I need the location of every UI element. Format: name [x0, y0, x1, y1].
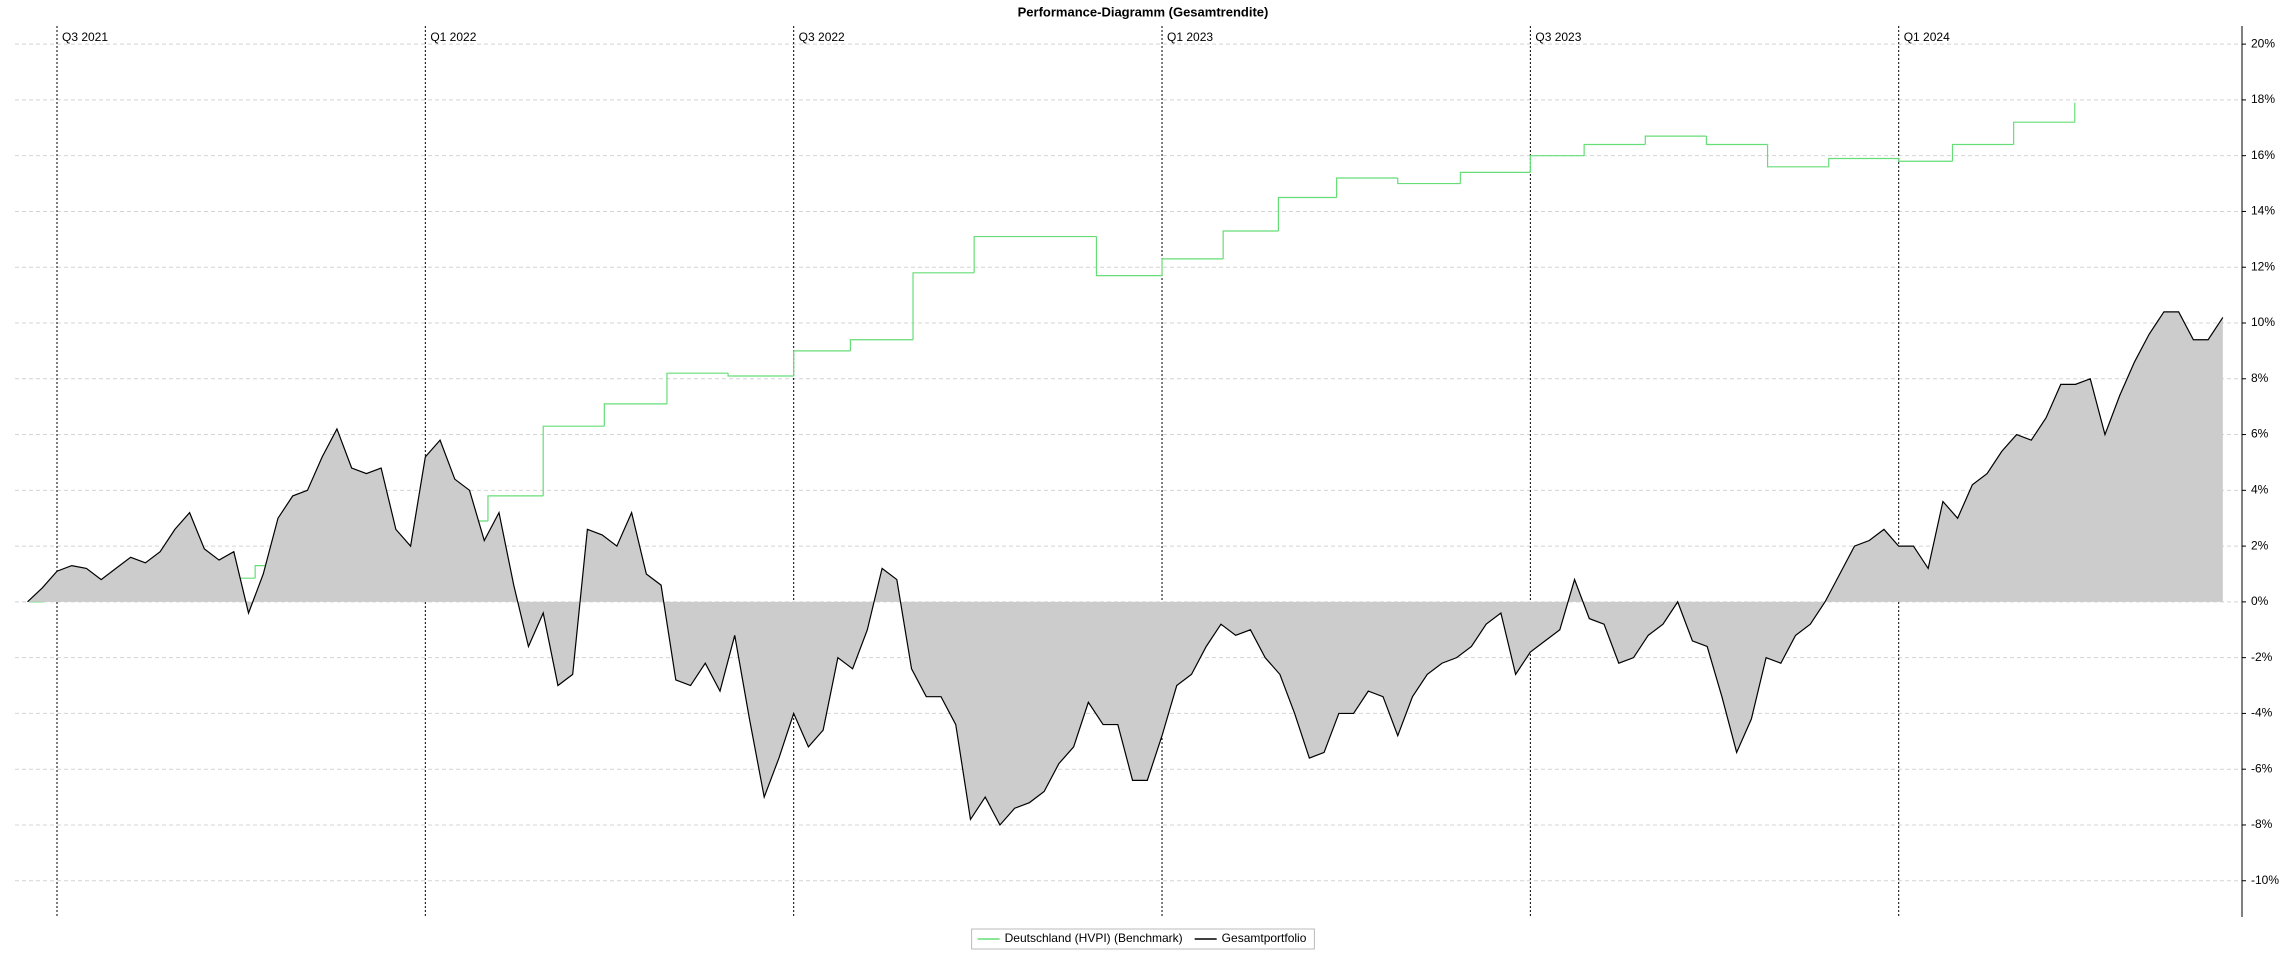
chart-title: Performance-Diagramm (Gesamtrendite)	[1018, 4, 1269, 19]
portfolio-line	[27, 311, 2224, 827]
benchmark-step	[1529, 155, 1585, 173]
x-tick-label: Q3 2023	[1535, 30, 1581, 44]
benchmark-step	[1828, 157, 1899, 167]
legend-box	[971, 928, 1315, 950]
benchmark-step	[2013, 121, 2075, 145]
x-tick-label: Q1 2024	[1904, 30, 1950, 44]
plot-area	[27, 102, 2224, 827]
benchmark-step	[849, 339, 914, 351]
y-tick-label: 4%	[2251, 482, 2269, 496]
y-tick-label: -6%	[2251, 761, 2273, 775]
benchmark-step	[1459, 171, 1531, 184]
y-tick-label: 10%	[2251, 315, 2275, 329]
y-tick-label: 8%	[2251, 371, 2269, 385]
y-tick-label: -4%	[2251, 706, 2273, 720]
benchmark-step	[1095, 236, 1163, 277]
legend-label: Deutschland (HVPI) (Benchmark)	[1005, 931, 1183, 945]
benchmark-step	[1397, 177, 1461, 185]
benchmark-step	[1583, 143, 1646, 156]
benchmark-step	[1161, 258, 1224, 276]
benchmark-step	[542, 425, 605, 496]
x-tick-label: Q3 2021	[62, 30, 108, 44]
y-tick-label: 16%	[2251, 148, 2275, 162]
x-tick-label: Q1 2023	[1167, 30, 1213, 44]
legend: Deutschland (HVPI) (Benchmark) Gesamtport…	[977, 931, 1307, 945]
y-tick-label: 2%	[2251, 538, 2269, 552]
benchmark-step	[603, 403, 667, 427]
y-tick-label: -10%	[2251, 873, 2279, 887]
y-tick-label: 0%	[2251, 594, 2269, 608]
benchmark-step	[1222, 230, 1279, 259]
benchmark-step	[487, 495, 544, 521]
benchmark-step	[1766, 144, 1829, 168]
y-tick-label: 20%	[2251, 36, 2275, 50]
legend-label: Gesamtportfolio	[1222, 931, 1307, 945]
x-tick-label: Q1 2022	[430, 30, 476, 44]
benchmark-step	[1705, 136, 1768, 146]
benchmark-step	[666, 372, 729, 404]
benchmark-step	[1644, 135, 1707, 145]
y-tick-label: 6%	[2251, 427, 2269, 441]
benchmark-step	[973, 235, 1097, 273]
benchmark-step	[727, 373, 794, 377]
area	[27, 311, 2223, 825]
x-tick-label: Q3 2022	[799, 30, 845, 44]
y-tick-label: 14%	[2251, 204, 2275, 218]
y-tick-label: 12%	[2251, 259, 2275, 273]
benchmark-step	[1951, 143, 2014, 162]
y-tick-label: -8%	[2251, 817, 2273, 831]
y-tick-label: 18%	[2251, 92, 2275, 106]
benchmark-step	[1898, 158, 1953, 162]
benchmark-step	[1336, 177, 1398, 198]
axes: -10% -8% -6% -4% -2% 0% 2% 4% 6% 8% 10% 12% 14% 16% 18…	[62, 26, 2279, 917]
benchmark-step	[912, 272, 975, 340]
y-tick-label: -2%	[2251, 650, 2273, 664]
benchmark-step	[793, 350, 851, 376]
benchmark-step	[1277, 196, 1337, 231]
